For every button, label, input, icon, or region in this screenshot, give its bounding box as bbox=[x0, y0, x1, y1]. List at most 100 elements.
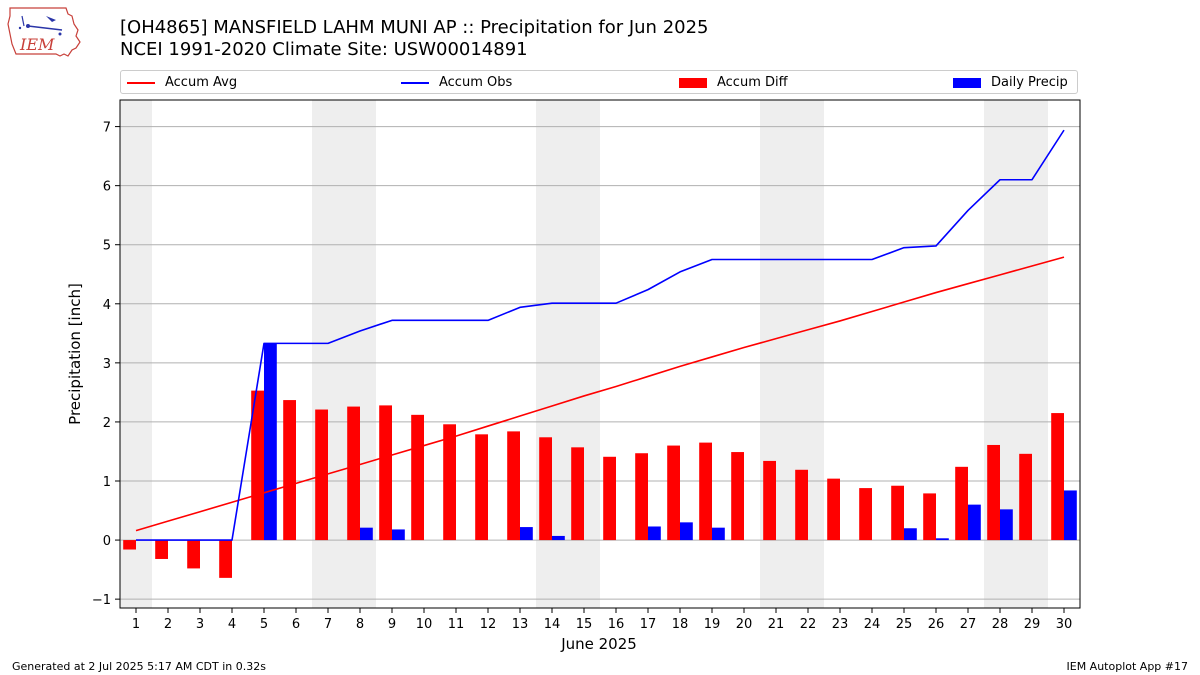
bar-accum-diff bbox=[859, 488, 872, 541]
bar-accum-diff bbox=[1019, 453, 1032, 541]
chart-subtitle: NCEI 1991-2020 Climate Site: USW00014891 bbox=[120, 39, 528, 60]
x-tick-label: 4 bbox=[228, 617, 236, 632]
x-tick-label: 20 bbox=[736, 617, 753, 632]
legend-label-accum-diff: Accum Diff bbox=[717, 75, 788, 90]
x-tick-label: 17 bbox=[640, 617, 657, 632]
bar-daily-precip bbox=[968, 504, 981, 541]
bar-accum-diff bbox=[507, 431, 520, 541]
legend-swatch-accum-obs bbox=[401, 81, 429, 84]
legend-item-accum-diff: Accum Diff bbox=[679, 74, 788, 92]
bar-accum-diff bbox=[731, 452, 744, 541]
footer-generated: Generated at 2 Jul 2025 5:17 AM CDT in 0… bbox=[12, 660, 266, 673]
bar-daily-precip bbox=[936, 538, 949, 541]
bar-daily-precip bbox=[712, 527, 725, 541]
y-tick-label: 2 bbox=[103, 416, 111, 431]
line-accum-obs bbox=[136, 129, 1065, 541]
y-axis-label: Precipitation [inch] bbox=[66, 283, 84, 425]
bar-accum-diff bbox=[891, 485, 904, 541]
legend-swatch-accum-diff bbox=[679, 77, 707, 88]
bar-daily-precip bbox=[264, 343, 277, 541]
bar-accum-diff bbox=[539, 437, 552, 541]
bar-accum-diff bbox=[475, 434, 488, 541]
bar-daily-precip bbox=[680, 522, 693, 541]
x-tick-label: 5 bbox=[260, 617, 268, 632]
x-tick-label: 15 bbox=[576, 617, 593, 632]
bar-accum-diff bbox=[283, 400, 296, 541]
x-tick-label: 10 bbox=[416, 617, 433, 632]
bar-accum-diff bbox=[827, 478, 840, 541]
logo-text: IEM bbox=[19, 35, 55, 54]
footer-app: IEM Autoplot App #17 bbox=[1066, 660, 1189, 673]
bar-accum-diff bbox=[251, 390, 264, 541]
iem-logo: IEM bbox=[7, 7, 81, 57]
bar-daily-precip bbox=[520, 527, 533, 541]
x-tick-label: 25 bbox=[896, 617, 913, 632]
y-tick-label: 1 bbox=[103, 475, 111, 490]
bar-accum-diff bbox=[699, 442, 712, 541]
bar-daily-precip bbox=[1064, 490, 1077, 541]
bar-daily-precip bbox=[1000, 509, 1013, 541]
bar-accum-diff bbox=[219, 540, 232, 578]
x-tick-label: 19 bbox=[704, 617, 721, 632]
legend-item-accum-obs: Accum Obs bbox=[401, 74, 512, 92]
bar-accum-diff bbox=[763, 460, 776, 541]
bar-accum-diff bbox=[443, 424, 456, 541]
x-tick-label: 16 bbox=[608, 617, 625, 632]
bar-accum-diff bbox=[187, 540, 200, 569]
x-tick-label: 12 bbox=[480, 617, 497, 632]
bar-daily-precip bbox=[552, 535, 565, 541]
weekend-band-1 bbox=[120, 100, 152, 608]
bar-accum-diff bbox=[923, 493, 936, 541]
x-tick-label: 9 bbox=[388, 617, 396, 632]
y-tick-label: 3 bbox=[103, 357, 111, 372]
x-tick-label: 30 bbox=[1056, 617, 1073, 632]
x-tick-label: 14 bbox=[544, 617, 561, 632]
bar-accum-diff bbox=[315, 409, 328, 541]
legend-item-accum-avg: Accum Avg bbox=[127, 74, 237, 92]
x-tick-label: 28 bbox=[992, 617, 1009, 632]
bar-daily-precip bbox=[392, 529, 405, 541]
bar-accum-diff bbox=[795, 469, 808, 541]
bar-accum-diff bbox=[1051, 413, 1064, 541]
bar-accum-diff bbox=[123, 540, 136, 550]
legend-swatch-daily-precip bbox=[953, 77, 981, 88]
y-tick-label: 7 bbox=[103, 121, 111, 136]
x-tick-label: 23 bbox=[832, 617, 849, 632]
y-tick-label: 4 bbox=[103, 298, 111, 313]
x-tick-label: 1 bbox=[132, 617, 140, 632]
x-tick-label: 13 bbox=[512, 617, 529, 632]
x-tick-label: 27 bbox=[960, 617, 977, 632]
bar-accum-diff bbox=[603, 456, 616, 541]
x-tick-label: 21 bbox=[768, 617, 785, 632]
x-tick-label: 22 bbox=[800, 617, 817, 632]
bar-daily-precip bbox=[360, 527, 373, 541]
legend-item-daily-precip: Daily Precip bbox=[953, 74, 1068, 92]
x-tick-label: 3 bbox=[196, 617, 204, 632]
bar-accum-diff bbox=[667, 445, 680, 541]
x-tick-label: 7 bbox=[324, 617, 332, 632]
bar-daily-precip bbox=[648, 526, 661, 541]
x-tick-label: 8 bbox=[356, 617, 364, 632]
x-tick-label: 18 bbox=[672, 617, 689, 632]
x-tick-label: 29 bbox=[1024, 617, 1041, 632]
chart-legend: Accum Avg Accum Obs Accum Diff Daily Pre… bbox=[120, 70, 1078, 94]
x-axis-label: June 2025 bbox=[560, 635, 637, 653]
bar-daily-precip bbox=[904, 528, 917, 541]
legend-swatch-accum-avg bbox=[127, 81, 155, 84]
line-accum-avg bbox=[135, 256, 1065, 532]
bar-accum-diff bbox=[411, 414, 424, 541]
bar-accum-diff bbox=[379, 405, 392, 541]
plot-frame bbox=[119, 99, 1081, 609]
x-tick-label: 26 bbox=[928, 617, 945, 632]
legend-label-accum-avg: Accum Avg bbox=[165, 75, 238, 90]
bar-accum-diff bbox=[987, 444, 1000, 541]
x-tick-label: 6 bbox=[292, 617, 300, 632]
legend-label-daily-precip: Daily Precip bbox=[991, 75, 1068, 90]
chart-title: [OH4865] MANSFIELD LAHM MUNI AP :: Preci… bbox=[120, 17, 709, 38]
y-tick-label: 5 bbox=[103, 239, 111, 254]
x-tick-label: 2 bbox=[164, 617, 172, 632]
y-tick-label: 6 bbox=[103, 180, 111, 195]
bar-accum-diff bbox=[155, 540, 168, 559]
x-tick-label: 11 bbox=[448, 617, 465, 632]
